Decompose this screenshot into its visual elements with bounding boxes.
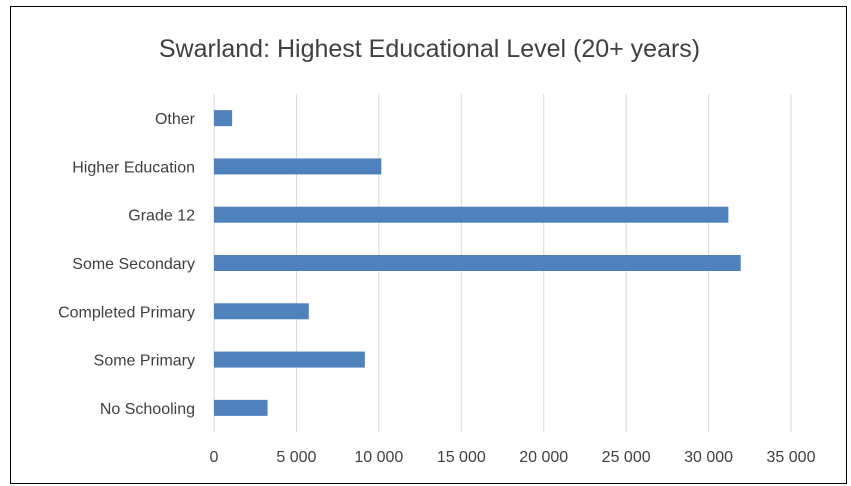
category-label: Other [155,111,196,128]
x-tick-label: 15 000 [437,449,486,466]
bar-some-secondary [214,255,741,271]
x-tick-label: 35 000 [767,449,816,466]
x-tick-label: 20 000 [519,449,568,466]
category-label: Some Primary [94,353,195,370]
category-label: Grade 12 [128,208,195,225]
chart-frame: Swarland: Highest Educational Level (20+… [10,6,847,484]
bar-some-primary [214,352,365,368]
bar-chart: 0 5 000 10 000 15 000 20 000 25 000 30 000 35 0… [11,7,848,485]
x-tick-label: 30 000 [684,449,733,466]
category-label: Completed Primary [58,304,195,321]
x-tick-label: 5 000 [276,449,316,466]
bar-higher-education [214,158,381,174]
bar-no-schooling [214,400,268,416]
x-tick-label: 10 000 [354,449,403,466]
x-tick-label: 25 000 [602,449,651,466]
bar-other [214,110,232,126]
x-tick-label: 0 [210,449,219,466]
category-label: No Schooling [100,401,195,418]
category-label: Some Secondary [72,256,195,273]
bar-completed-primary [214,303,309,319]
bar-grade-12 [214,207,728,223]
category-label: Higher Education [72,159,195,176]
